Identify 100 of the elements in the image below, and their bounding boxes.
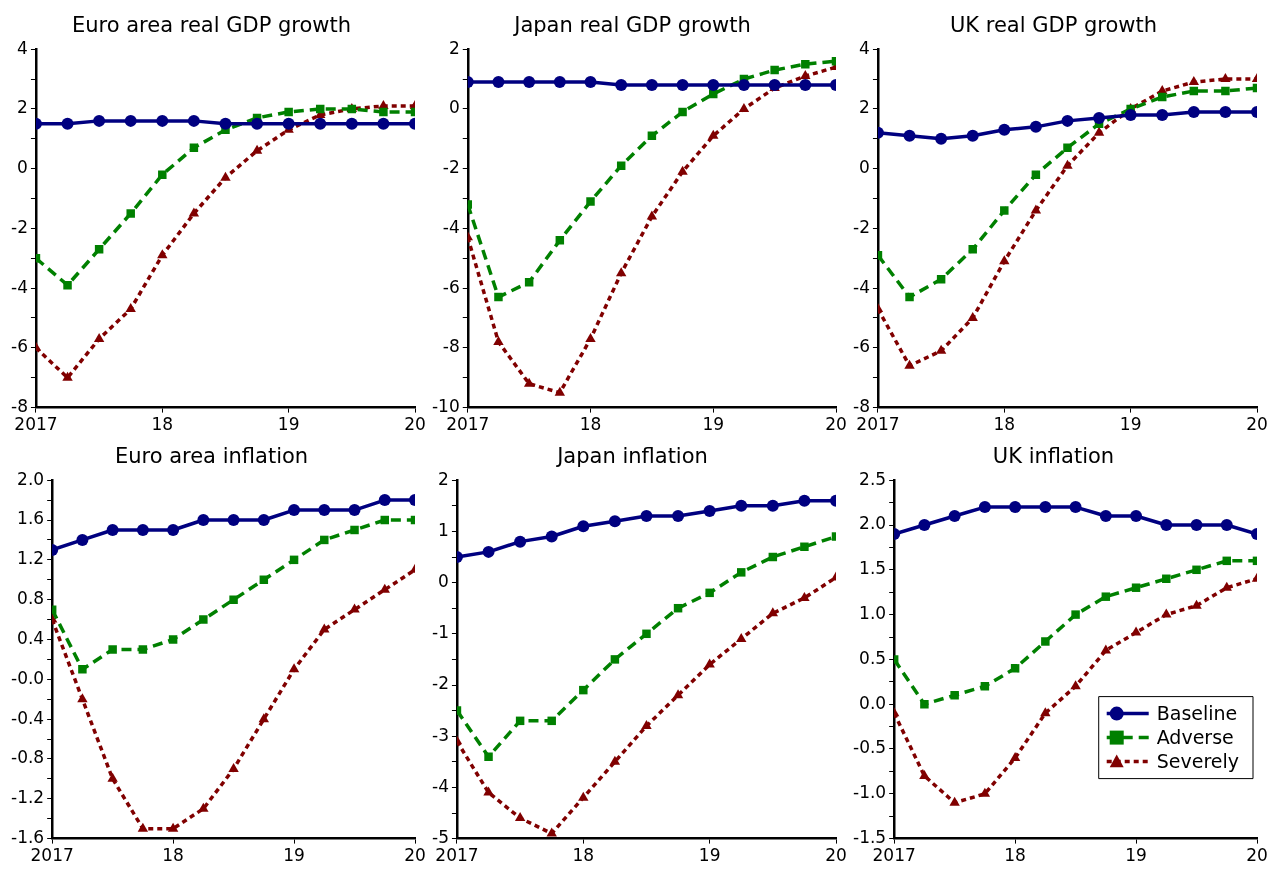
y-tick-label: 0 — [448, 97, 460, 118]
point — [1187, 105, 1200, 118]
point — [94, 245, 104, 254]
point — [124, 114, 137, 127]
point — [379, 583, 390, 593]
point — [707, 79, 720, 92]
point — [579, 685, 588, 695]
point — [1000, 206, 1009, 215]
x-tick-label: 20 — [1246, 414, 1268, 435]
point — [1162, 574, 1171, 583]
point — [319, 623, 330, 633]
point — [1071, 610, 1080, 619]
point — [609, 755, 621, 765]
point — [227, 514, 240, 527]
point — [578, 791, 589, 801]
point — [77, 693, 88, 703]
point — [62, 371, 73, 381]
x-tick-label: 18 — [1004, 845, 1026, 866]
y-tick-label: 2 — [859, 97, 870, 118]
y-tick-label: 1.2 — [17, 548, 45, 569]
point — [1161, 608, 1172, 618]
point — [904, 359, 915, 369]
point — [641, 719, 652, 729]
point — [737, 79, 750, 92]
point — [107, 772, 118, 782]
point — [61, 117, 74, 130]
point — [514, 535, 527, 548]
point — [106, 523, 119, 536]
point — [1070, 680, 1081, 690]
point — [1093, 111, 1106, 124]
point — [1191, 599, 1202, 609]
point — [378, 494, 391, 507]
x-tick-label: 18 — [993, 414, 1016, 435]
point — [1220, 73, 1231, 83]
x-tick-label: 18 — [162, 845, 184, 866]
chart-title: Japan inflation — [555, 444, 708, 469]
point — [93, 114, 106, 127]
point — [584, 76, 597, 89]
point — [1221, 581, 1232, 591]
y-tick-label: 4 — [17, 37, 28, 58]
legend-label: Adverse — [1156, 725, 1234, 748]
y-tick-label: -1.5 — [853, 827, 887, 848]
y-tick-label: -2 — [853, 216, 870, 237]
point — [766, 499, 779, 512]
point — [167, 822, 179, 832]
x-tick-label: 19 — [702, 414, 725, 435]
point — [616, 267, 627, 277]
y-tick-label: 2 — [17, 97, 28, 118]
point — [935, 132, 948, 145]
point — [1063, 143, 1072, 152]
x-tick-label: 19 — [283, 845, 305, 866]
x-tick-label: 20 — [1246, 845, 1268, 866]
y-tick-label: -4 — [11, 276, 28, 297]
point — [251, 117, 264, 130]
point — [282, 117, 295, 130]
point — [800, 70, 811, 80]
y-tick-label: 1.6 — [17, 508, 45, 529]
point — [968, 245, 977, 254]
point — [1041, 637, 1050, 646]
x-tick-label: 2017 — [435, 845, 479, 866]
point — [220, 171, 231, 181]
point — [608, 515, 621, 528]
point — [350, 525, 359, 535]
point — [919, 769, 930, 779]
point — [482, 545, 495, 558]
x-tick-label: 19 — [1119, 414, 1142, 435]
point — [125, 303, 136, 313]
point — [63, 280, 72, 290]
point — [703, 504, 716, 517]
point — [258, 713, 270, 723]
point — [168, 635, 178, 644]
point — [737, 568, 746, 577]
y-tick-label: -5 — [432, 827, 449, 848]
point — [677, 165, 688, 175]
y-tick-label: 0 — [438, 571, 449, 592]
point — [950, 691, 959, 700]
y-tick-label: -0.4 — [11, 707, 45, 728]
y-tick-label: -10 — [431, 396, 460, 417]
y-tick-label: -1.6 — [11, 827, 45, 848]
point — [554, 386, 566, 396]
x-tick-label: 2017 — [14, 414, 58, 435]
point — [999, 255, 1010, 265]
point — [318, 504, 331, 517]
point — [767, 607, 779, 617]
point — [642, 629, 651, 639]
chart-title: Euro area inflation — [114, 444, 309, 469]
point — [1190, 519, 1203, 531]
y-tick-label: 0 — [859, 157, 870, 178]
point — [966, 129, 979, 142]
point — [126, 209, 135, 218]
y-tick-label: -4 — [442, 216, 460, 237]
point — [1061, 114, 1074, 127]
point — [998, 123, 1011, 136]
point — [640, 510, 653, 523]
point — [1130, 626, 1142, 636]
point — [1219, 105, 1232, 118]
point — [736, 632, 747, 642]
y-tick-label: 1 — [438, 519, 449, 540]
point — [585, 332, 596, 342]
point — [1062, 159, 1073, 169]
